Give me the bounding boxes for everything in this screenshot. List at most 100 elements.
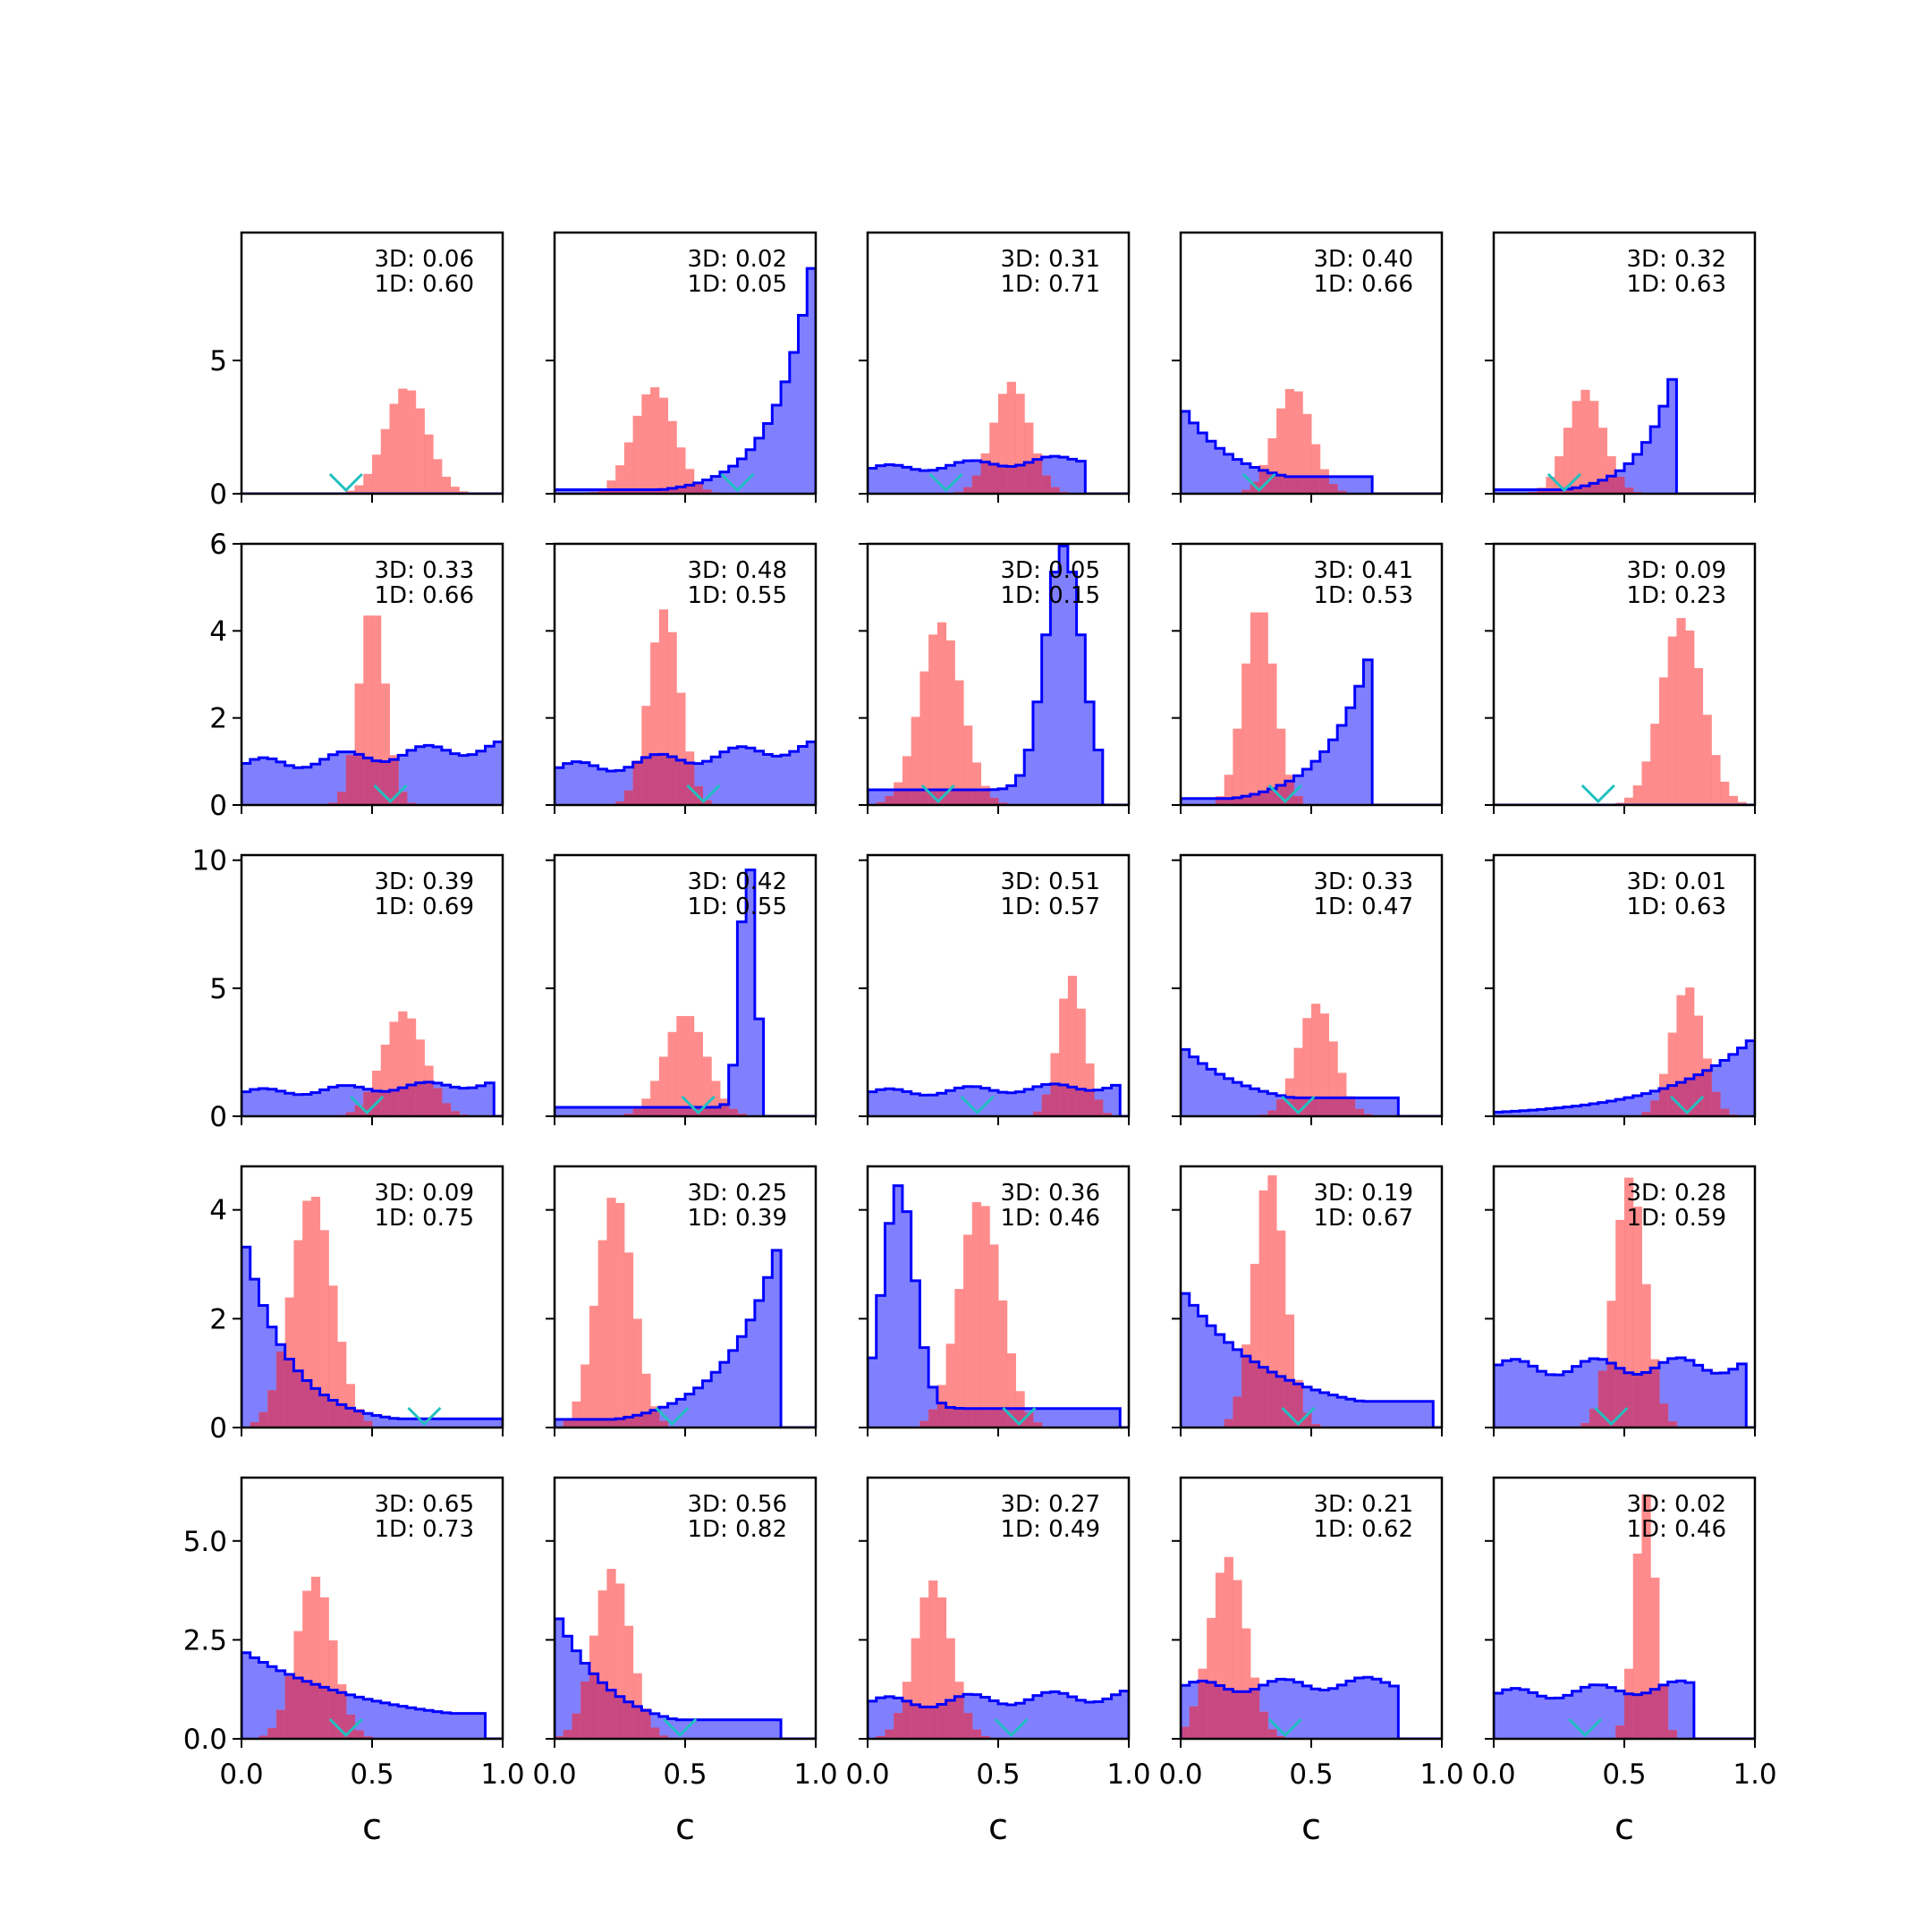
label-3d: 3D: 0.48 bbox=[688, 557, 787, 584]
red-bar bbox=[1658, 677, 1669, 805]
overlap-bar bbox=[989, 464, 999, 494]
red-bar bbox=[1563, 428, 1573, 494]
red-bar bbox=[615, 1583, 625, 1739]
overlap-bar bbox=[876, 801, 886, 805]
overlap-bar bbox=[1632, 1374, 1642, 1428]
overlap-bar bbox=[1241, 1356, 1251, 1428]
overlap-bar bbox=[945, 789, 955, 805]
overlap-bar bbox=[1276, 1099, 1286, 1116]
red-bar bbox=[1284, 1314, 1295, 1428]
overlap-bar bbox=[580, 1682, 590, 1739]
red-bar bbox=[676, 447, 686, 494]
overlap-bar bbox=[597, 1419, 607, 1428]
overlap-bar bbox=[1267, 472, 1277, 494]
blue-outline bbox=[242, 1651, 503, 1739]
x-axis-label: c bbox=[362, 1807, 382, 1848]
red-bar bbox=[615, 1202, 625, 1428]
blue-outline bbox=[1494, 1679, 1755, 1739]
overlap-bar bbox=[1024, 1412, 1034, 1428]
overlap-bar bbox=[963, 1408, 973, 1428]
blue-outline bbox=[242, 1080, 503, 1116]
y-tick-label: 2.5 bbox=[183, 1624, 227, 1657]
overlap-bar bbox=[328, 1690, 338, 1739]
blue-outline bbox=[555, 869, 816, 1116]
label-3d: 3D: 0.02 bbox=[1627, 1491, 1726, 1518]
label-3d: 3D: 0.06 bbox=[375, 246, 474, 273]
overlap-bar bbox=[1241, 796, 1251, 805]
overlap-bar bbox=[1241, 1691, 1251, 1739]
overlap-bar bbox=[1624, 487, 1634, 494]
label-3d: 3D: 0.19 bbox=[1314, 1180, 1413, 1207]
overlap-bar bbox=[1293, 1384, 1303, 1428]
red-bar bbox=[936, 1597, 947, 1739]
overlap-bar bbox=[1589, 1409, 1599, 1428]
label-1d: 1D: 0.49 bbox=[1001, 1516, 1100, 1543]
overlap-bar bbox=[1067, 1087, 1078, 1116]
red-bar bbox=[328, 1285, 338, 1428]
overlap-bar bbox=[363, 1736, 373, 1739]
red-bar bbox=[1224, 1556, 1233, 1739]
red-bar bbox=[389, 1021, 399, 1116]
red-bar bbox=[1284, 388, 1295, 494]
label-3d: 3D: 0.65 bbox=[375, 1491, 474, 1518]
overlap-bar bbox=[389, 759, 399, 805]
overlap-bar bbox=[1293, 476, 1303, 494]
red-bar bbox=[685, 1015, 695, 1116]
overlap-bar bbox=[641, 1106, 651, 1116]
red-bar bbox=[1276, 1230, 1286, 1428]
overlap-bar bbox=[728, 1108, 738, 1116]
label-1d: 1D: 0.66 bbox=[1314, 271, 1413, 298]
red-bar bbox=[389, 403, 399, 494]
overlap-bar bbox=[980, 1408, 990, 1428]
overlap-bar bbox=[363, 1091, 373, 1116]
marker-chevron bbox=[994, 1717, 1029, 1738]
x-tick-label: 1.0 bbox=[1106, 1758, 1150, 1791]
overlap-bar bbox=[1302, 1412, 1312, 1428]
overlap-bar bbox=[902, 1700, 912, 1739]
overlap-bar bbox=[1233, 1691, 1242, 1739]
marker-chevron bbox=[928, 472, 963, 493]
red-bar bbox=[372, 615, 382, 805]
overlap-bar bbox=[667, 1106, 677, 1116]
label-1d: 1D: 0.39 bbox=[688, 1205, 787, 1232]
marker-chevron bbox=[960, 1095, 995, 1115]
overlap-bar bbox=[1597, 1370, 1608, 1428]
marker-chevron bbox=[1546, 472, 1581, 493]
red-bar bbox=[1250, 612, 1260, 805]
blue-outline bbox=[555, 1617, 816, 1739]
overlap-bar bbox=[623, 1701, 634, 1739]
red-bar bbox=[911, 1638, 920, 1739]
marker-chevron bbox=[1670, 1095, 1705, 1115]
marker-chevron bbox=[720, 472, 755, 493]
overlap-bar bbox=[1276, 475, 1286, 494]
overlap-bar bbox=[1276, 1736, 1286, 1739]
marker-chevron bbox=[1002, 1406, 1037, 1427]
overlap-bar bbox=[1624, 1693, 1634, 1739]
x-tick-label: 0.0 bbox=[845, 1758, 889, 1791]
overlap-bar bbox=[398, 1088, 408, 1116]
blue-histogram bbox=[1181, 411, 1442, 494]
marker-chevron bbox=[1594, 1406, 1629, 1427]
marker-chevron bbox=[1267, 784, 1302, 804]
blue-outline bbox=[1181, 1047, 1442, 1116]
red-bar bbox=[1693, 668, 1704, 805]
overlap-bar bbox=[1267, 789, 1277, 805]
overlap-bar bbox=[641, 1710, 651, 1739]
marker-chevron bbox=[1281, 1095, 1316, 1115]
overlap-bar bbox=[1224, 798, 1233, 805]
overlap-bar bbox=[1041, 1094, 1051, 1116]
overlap-bar bbox=[1250, 793, 1260, 805]
overlap-bar bbox=[319, 1394, 329, 1428]
label-1d: 1D: 0.53 bbox=[1314, 582, 1413, 609]
x-tick-label: 0.5 bbox=[976, 1758, 1020, 1791]
overlap-bar bbox=[337, 1404, 347, 1428]
y-tick-label: 5 bbox=[209, 345, 227, 377]
overlap-bar bbox=[1284, 476, 1295, 494]
label-1d: 1D: 0.66 bbox=[375, 582, 474, 609]
overlap-bar bbox=[1641, 1112, 1651, 1116]
